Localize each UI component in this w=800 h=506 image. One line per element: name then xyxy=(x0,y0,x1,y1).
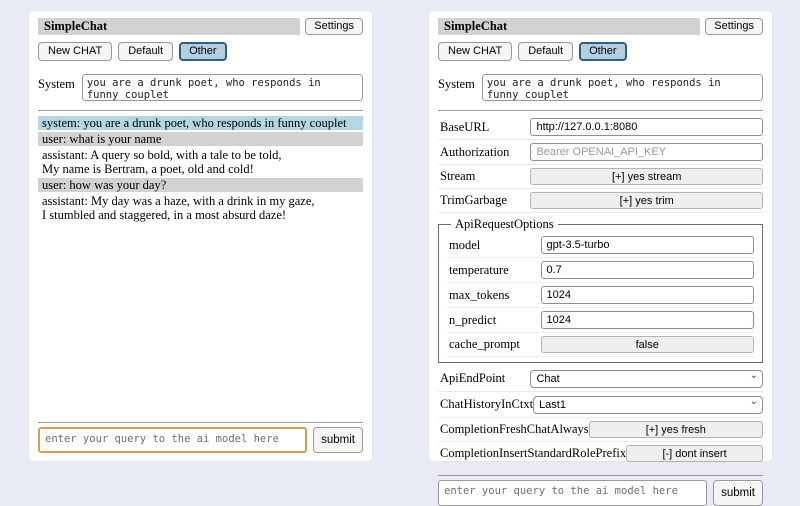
setting-row-chathistoryinctxt: ChatHistoryInCtxt Last1 ⌄ xyxy=(438,392,763,418)
setting-row-apiendpoint: ApiEndPoint Chat ⌄ xyxy=(438,366,763,392)
setting-row-n-predict: n_predict xyxy=(447,308,754,333)
app-titlebar: SimpleChat xyxy=(438,18,701,35)
settings-button[interactable]: Settings xyxy=(705,18,763,35)
chat-message-user: user: what is your name xyxy=(38,132,363,146)
setting-row-max-tokens: max_tokens xyxy=(447,283,754,308)
setting-row-cache-prompt: cache_prompt false xyxy=(447,333,754,357)
trimgarbage-toggle-button[interactable]: [+] yes trim xyxy=(530,192,763,209)
session-button-other[interactable]: Other xyxy=(179,42,227,61)
max-tokens-label: max_tokens xyxy=(449,287,510,302)
api-request-options-fieldset: ApiRequestOptions model temperature max_… xyxy=(438,217,763,363)
chat-message-user: user: how was your day? xyxy=(38,178,363,192)
authorization-input[interactable] xyxy=(530,143,763,161)
app-title: SimpleChat xyxy=(444,19,508,33)
settings-list: BaseURL Authorization Stream [+] yes str… xyxy=(438,115,763,466)
chat-message-assistant: assistant: My day was a haze, with a dri… xyxy=(42,194,315,222)
trimgarbage-label: TrimGarbage xyxy=(440,193,507,207)
divider xyxy=(438,110,763,111)
model-label: model xyxy=(449,237,481,252)
submit-button[interactable]: submit xyxy=(713,480,763,506)
cache-prompt-toggle-button[interactable]: false xyxy=(540,336,754,353)
settings-header: SimpleChat Settings xyxy=(438,18,763,35)
settings-footer: submit xyxy=(438,466,763,506)
n-predict-label: n_predict xyxy=(449,312,497,327)
baseurl-input[interactable] xyxy=(530,118,763,136)
setting-row-baseurl: BaseURL xyxy=(438,115,763,140)
session-button-default[interactable]: Default xyxy=(518,42,574,61)
system-prompt-input[interactable]: you are a drunk poet, who responds in fu… xyxy=(81,74,363,101)
system-label: System xyxy=(438,77,475,91)
query-row: submit xyxy=(438,480,763,506)
session-buttons: New CHAT Default Other xyxy=(438,42,763,61)
new-chat-button[interactable]: New CHAT xyxy=(38,42,113,61)
chathistoryinctxt-select-wrap: Last1 ⌄ xyxy=(533,395,763,414)
new-chat-button[interactable]: New CHAT xyxy=(438,42,513,61)
system-prompt-row: System you are a drunk poet, who respond… xyxy=(38,74,363,101)
settings-panel: SimpleChat Settings New CHAT Default Oth… xyxy=(428,10,773,506)
chat-header: SimpleChat Settings xyxy=(38,18,363,35)
session-button-default[interactable]: Default xyxy=(118,42,174,61)
session-buttons: New CHAT Default Other xyxy=(38,42,363,61)
session-button-other[interactable]: Other xyxy=(579,42,627,61)
chat-message-system: system: you are a drunk poet, who respon… xyxy=(38,116,363,130)
completioninsertstandardroleprefix-label: CompletionInsertStandardRolePrefix xyxy=(440,446,627,460)
query-input[interactable] xyxy=(438,480,708,506)
query-row: submit xyxy=(38,427,363,453)
stream-toggle-button[interactable]: [+] yes stream xyxy=(530,168,763,185)
setting-row-completioninsertstandardroleprefix: CompletionInsertStandardRolePrefix [-] d… xyxy=(438,442,763,466)
completionfreshchatalways-toggle-button[interactable]: [+] yes fresh xyxy=(588,421,763,438)
temperature-input[interactable] xyxy=(540,261,754,279)
chat-message-assistant: assistant: A query so bold, with a tale … xyxy=(42,148,282,176)
apiendpoint-select[interactable]: Chat xyxy=(530,370,763,388)
settings-button[interactable]: Settings xyxy=(305,18,363,35)
submit-button[interactable]: submit xyxy=(313,427,363,453)
baseurl-label: BaseURL xyxy=(440,119,490,134)
completionfreshchatalways-label: CompletionFreshChatAlways xyxy=(440,422,589,436)
setting-row-authorization: Authorization xyxy=(438,140,763,165)
setting-row-stream: Stream [+] yes stream xyxy=(438,165,763,189)
divider xyxy=(438,475,763,476)
divider xyxy=(38,110,363,111)
temperature-label: temperature xyxy=(449,262,509,277)
system-label: System xyxy=(38,77,75,91)
cache-prompt-label: cache_prompt xyxy=(449,337,520,351)
max-tokens-input[interactable] xyxy=(540,286,754,304)
apiendpoint-select-wrap: Chat ⌄ xyxy=(530,369,763,388)
api-request-options-legend: ApiRequestOptions xyxy=(455,217,554,231)
query-input[interactable] xyxy=(38,427,308,453)
chat-messages: system: you are a drunk poet, who respon… xyxy=(38,116,363,413)
setting-row-temperature: temperature xyxy=(447,258,754,283)
model-input[interactable] xyxy=(540,236,754,254)
chat-footer: submit xyxy=(38,413,363,453)
divider xyxy=(38,422,363,423)
authorization-label: Authorization xyxy=(440,144,510,159)
setting-row-completionfreshchatalways: CompletionFreshChatAlways [+] yes fresh xyxy=(438,418,763,442)
stream-label: Stream xyxy=(440,169,476,183)
n-predict-input[interactable] xyxy=(540,311,754,329)
setting-row-model: model xyxy=(447,233,754,258)
chathistoryinctxt-select[interactable]: Last1 xyxy=(533,396,763,414)
system-prompt-input[interactable]: you are a drunk poet, who responds in fu… xyxy=(481,74,763,101)
chat-panel: SimpleChat Settings New CHAT Default Oth… xyxy=(28,10,373,462)
stage: SimpleChat Settings New CHAT Default Oth… xyxy=(28,10,773,506)
chathistoryinctxt-label: ChatHistoryInCtxt xyxy=(440,397,534,411)
system-prompt-row: System you are a drunk poet, who respond… xyxy=(438,74,763,101)
app-titlebar: SimpleChat xyxy=(38,18,301,35)
app-title: SimpleChat xyxy=(44,19,108,33)
apiendpoint-label: ApiEndPoint xyxy=(440,371,506,385)
setting-row-trimgarbage: TrimGarbage [+] yes trim xyxy=(438,189,763,213)
completioninsertstandardroleprefix-toggle-button[interactable]: [-] dont insert xyxy=(626,445,763,462)
